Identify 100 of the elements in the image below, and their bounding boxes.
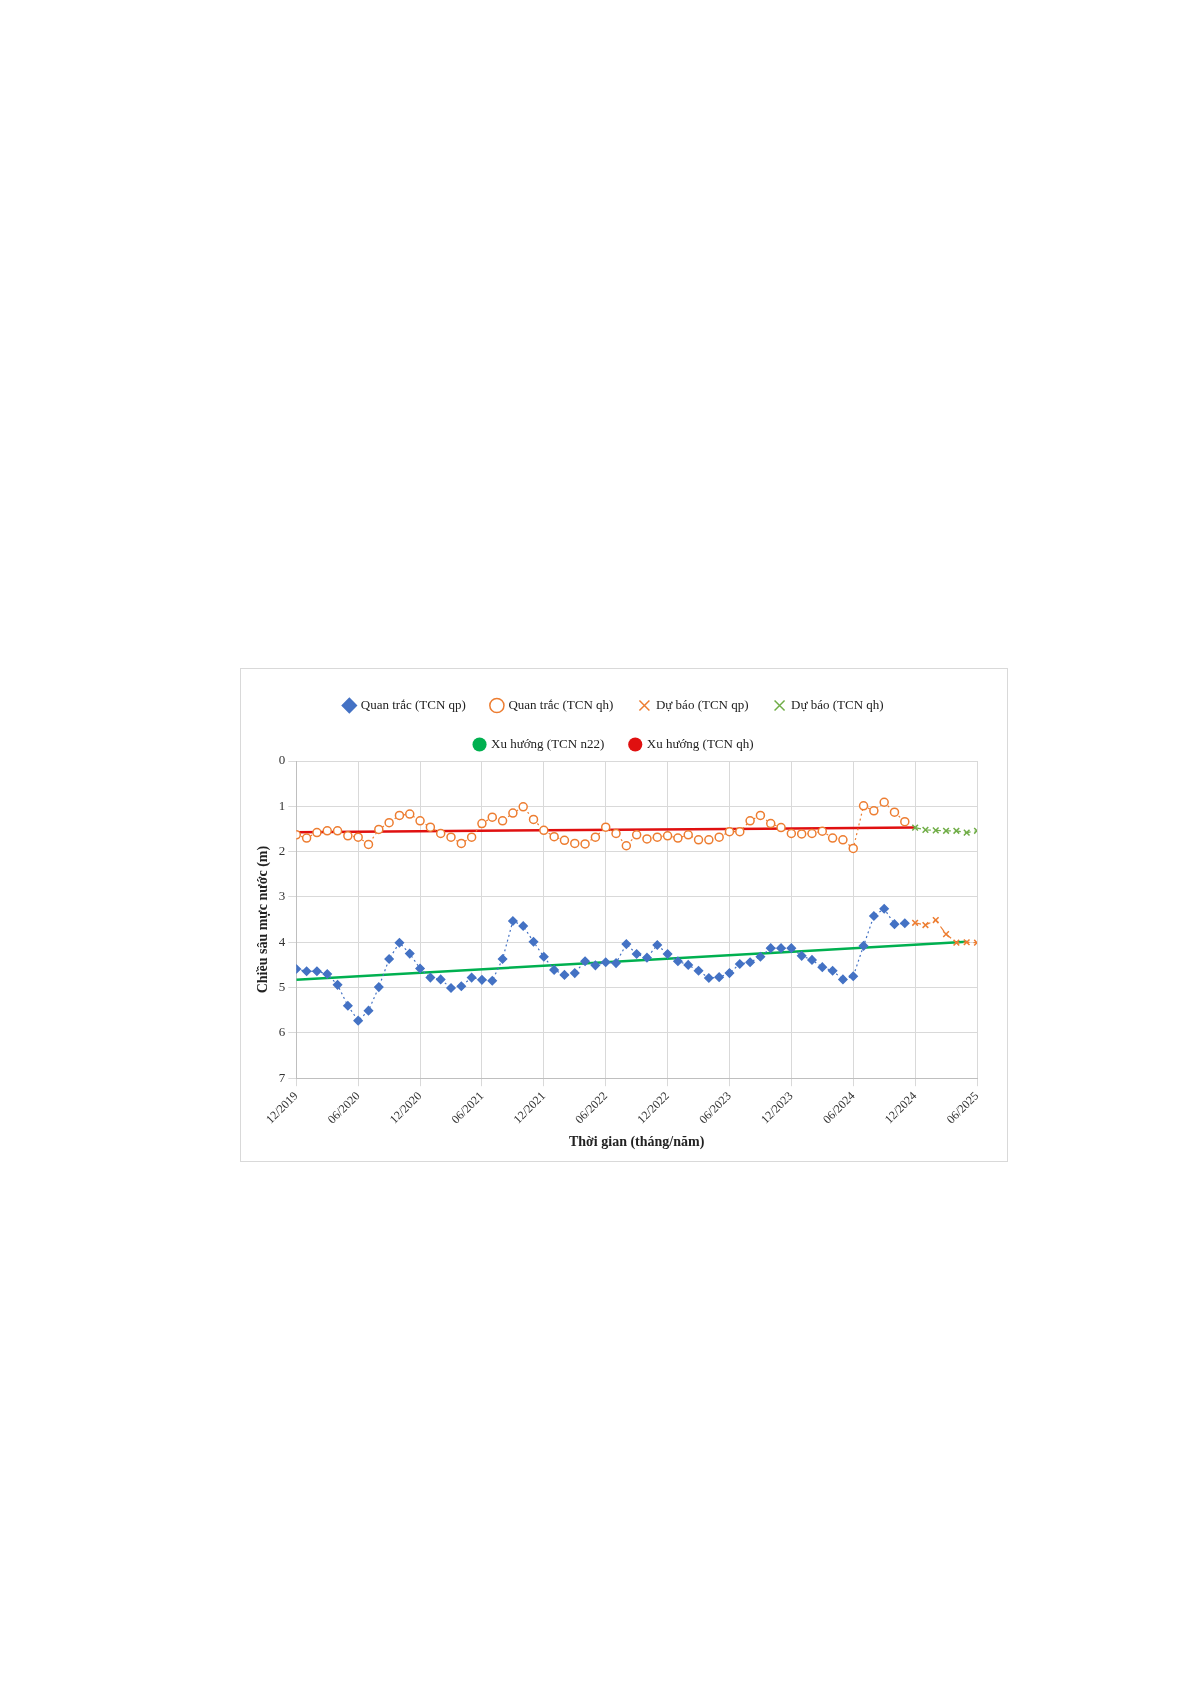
point — [745, 957, 755, 967]
point — [456, 981, 467, 991]
point — [384, 817, 394, 828]
y-tick-label: 7 — [278, 1069, 286, 1085]
point — [528, 937, 539, 947]
point — [673, 833, 683, 843]
point — [642, 834, 652, 844]
point — [518, 802, 528, 812]
point — [497, 816, 508, 826]
point — [889, 807, 900, 817]
y-tick-label: 6 — [278, 1024, 286, 1040]
point — [683, 830, 693, 840]
y-tick-label: 1 — [278, 797, 286, 813]
point — [425, 822, 436, 832]
legend-label: Dự báo (TCN qh) — [791, 696, 884, 712]
point — [374, 824, 384, 835]
point — [765, 818, 776, 829]
point — [611, 828, 621, 839]
point — [435, 974, 446, 985]
y-tick-label: 0 — [278, 752, 286, 768]
point — [374, 982, 384, 992]
point — [363, 1005, 374, 1016]
point — [858, 801, 869, 811]
point — [796, 829, 807, 839]
point — [683, 960, 693, 970]
point — [322, 969, 332, 979]
point — [621, 840, 632, 851]
point — [477, 975, 487, 985]
point — [900, 816, 910, 827]
point — [642, 952, 652, 963]
point — [415, 816, 425, 826]
point — [776, 943, 786, 953]
point — [724, 826, 735, 837]
point — [848, 843, 858, 854]
point — [580, 956, 590, 967]
point — [559, 835, 570, 846]
point — [590, 832, 601, 842]
y-tick-label: 5 — [278, 979, 286, 994]
point — [466, 972, 477, 983]
point — [508, 808, 518, 818]
point — [466, 832, 477, 842]
point — [879, 903, 889, 914]
point — [714, 832, 724, 842]
point — [879, 797, 889, 807]
point — [518, 921, 528, 931]
point — [539, 825, 549, 836]
point — [848, 971, 858, 981]
point — [353, 1015, 363, 1026]
point — [693, 966, 704, 976]
point — [312, 827, 322, 838]
point — [539, 952, 549, 962]
point — [446, 832, 456, 842]
legend-label: Xu hướng (TCN qh) — [646, 735, 754, 751]
point — [673, 956, 683, 967]
point — [343, 1000, 353, 1011]
legend-label: Xu hướng (TCN n22) — [491, 735, 605, 751]
point — [580, 839, 590, 849]
point — [921, 921, 930, 929]
point — [755, 952, 766, 962]
point — [786, 943, 797, 953]
point — [869, 806, 879, 816]
point — [693, 835, 704, 845]
point — [322, 826, 332, 836]
point — [446, 983, 456, 993]
point — [332, 980, 343, 990]
point — [405, 809, 415, 819]
point — [600, 822, 611, 832]
point — [817, 962, 828, 972]
point — [838, 835, 848, 845]
point — [735, 959, 745, 969]
point — [363, 839, 374, 850]
point — [704, 973, 714, 983]
y-tick-label: 2 — [278, 843, 286, 859]
point — [384, 954, 394, 964]
point — [394, 810, 405, 821]
point — [456, 838, 467, 849]
point — [745, 816, 755, 826]
point — [487, 976, 498, 986]
point — [570, 968, 580, 978]
point — [714, 972, 724, 982]
point — [755, 810, 766, 821]
point — [332, 826, 343, 836]
x-axis-title: Thời gian (tháng/năm) — [568, 1134, 705, 1151]
legend-label: Quan trắc (TCN qp) — [360, 696, 466, 712]
point — [900, 918, 910, 928]
point — [662, 949, 673, 959]
point — [838, 974, 848, 985]
point — [549, 831, 559, 842]
point — [435, 828, 446, 839]
point — [807, 828, 817, 839]
point — [301, 833, 312, 843]
point — [652, 940, 663, 950]
point — [807, 955, 817, 965]
point — [477, 818, 487, 829]
point — [301, 966, 312, 977]
point — [765, 943, 776, 953]
point — [631, 830, 642, 840]
legend-label: Quan trắc (TCN qh) — [508, 696, 614, 712]
point — [786, 828, 797, 839]
point — [662, 831, 673, 841]
